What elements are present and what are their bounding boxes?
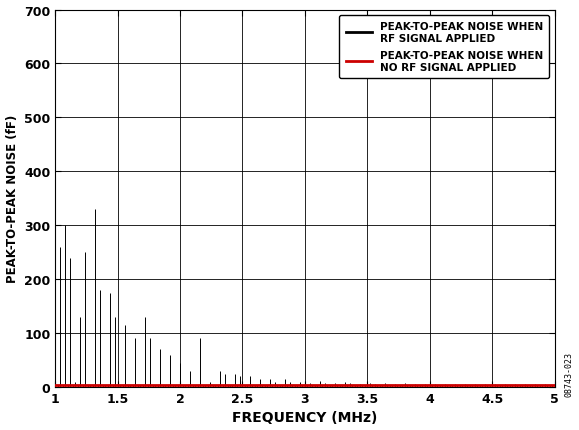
Text: 08743-023: 08743-023: [564, 351, 573, 396]
Legend: PEAK-TO-PEAK NOISE WHEN
RF SIGNAL APPLIED, PEAK-TO-PEAK NOISE WHEN
NO RF SIGNAL : PEAK-TO-PEAK NOISE WHEN RF SIGNAL APPLIE…: [339, 16, 549, 79]
X-axis label: FREQUENCY (MHz): FREQUENCY (MHz): [232, 411, 378, 424]
Y-axis label: PEAK-TO-PEAK NOISE (fF): PEAK-TO-PEAK NOISE (fF): [6, 115, 19, 283]
